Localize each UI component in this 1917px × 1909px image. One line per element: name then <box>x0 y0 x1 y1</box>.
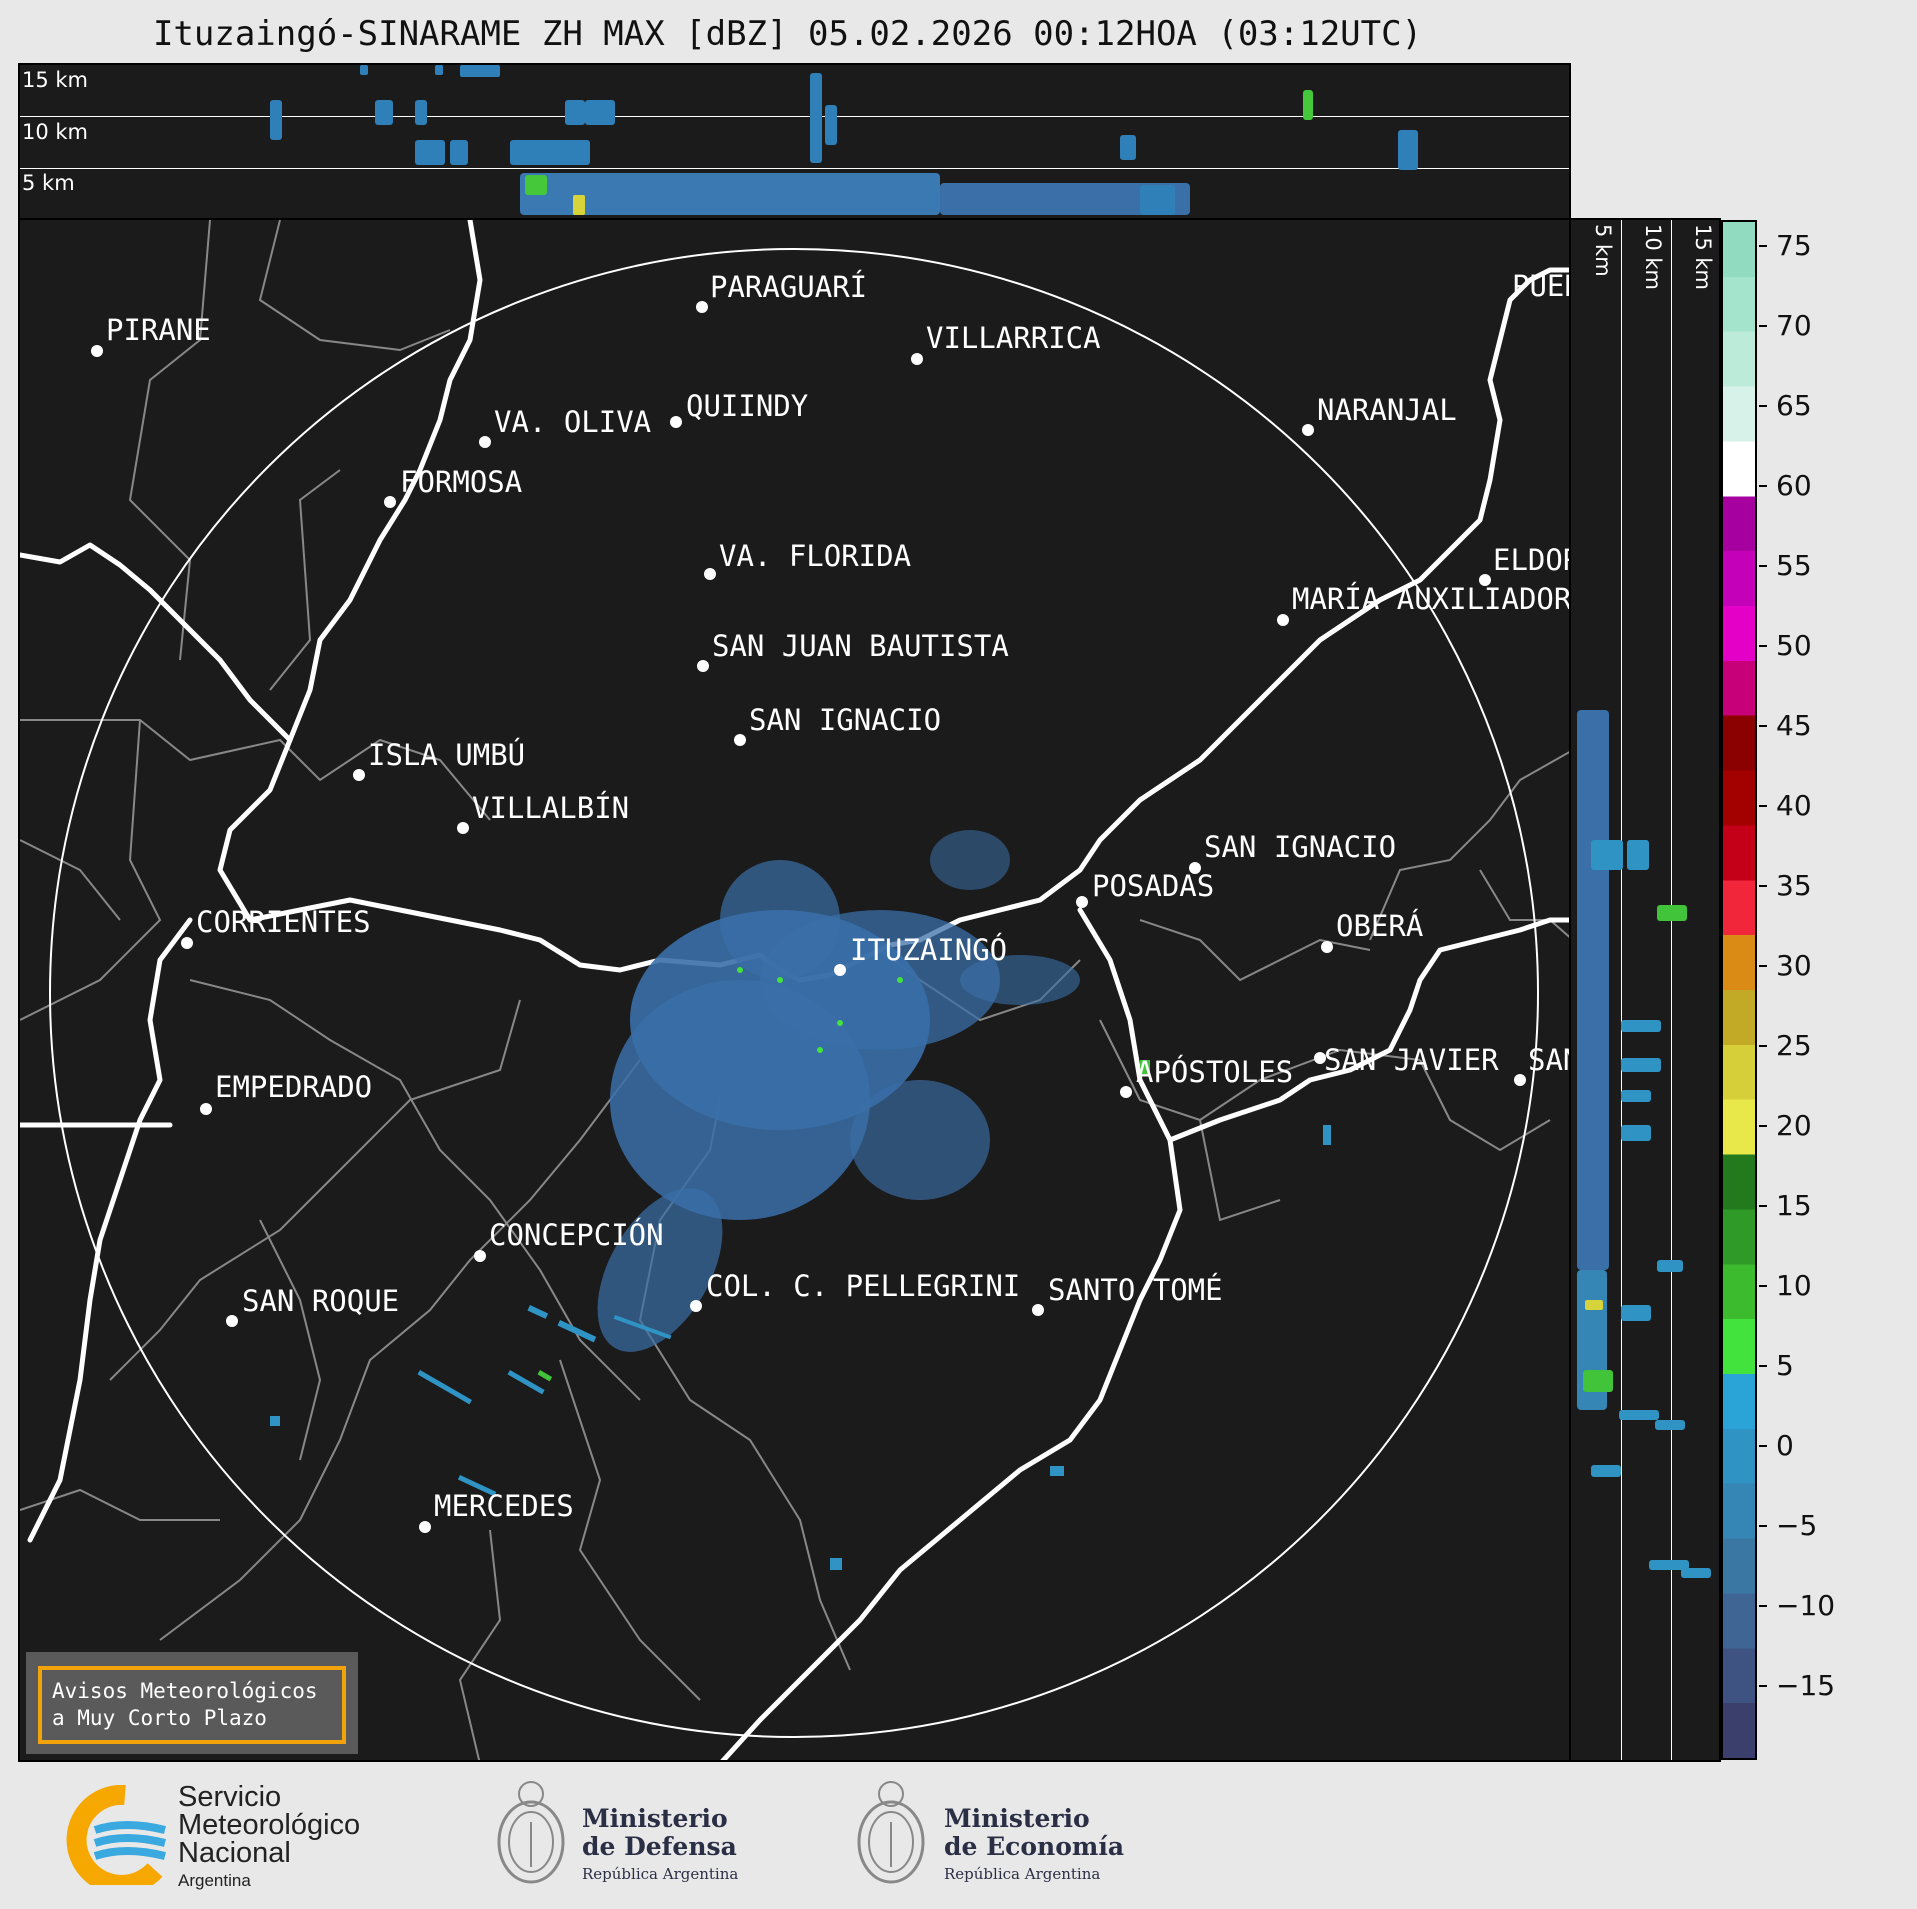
city-label: APÓSTOLES <box>1136 1055 1293 1089</box>
page-title: Ituzaingó-SINARAME ZH MAX [dBZ] 05.02.20… <box>152 14 1423 54</box>
colorbar-tick-label: −10 <box>1776 1589 1836 1622</box>
economia-seal-icon <box>857 1781 925 1884</box>
colorbar-tick-label: 35 <box>1776 869 1812 902</box>
altitude-label-15km: 15 km <box>22 68 89 92</box>
city-label: ITUZAINGÓ <box>850 933 1007 967</box>
colorbar-tick <box>1759 1685 1767 1687</box>
city-label: MARÍA AUXILIADOR <box>1292 582 1571 616</box>
city-label: SAN IGNACIO <box>749 703 941 737</box>
economia-logo-text: Ministerio de Economía República Argenti… <box>944 1804 1125 1884</box>
colorbar-tick-label: −15 <box>1776 1669 1836 1702</box>
warning-box-label: Avisos Meteorológicos a Muy Corto Plazo <box>38 1666 346 1744</box>
side-cross-section-panel: 5 km 10 km 15 km <box>1569 218 1721 1762</box>
city-label: NARANJAL <box>1317 393 1457 427</box>
city-labels: PIRANE PARAGUARÍ VILLARRICA VA. OLIVA QU… <box>106 269 1571 1523</box>
altitude-label-5km: 5 km <box>22 171 75 195</box>
radar-map: PIRANE PARAGUARÍ VILLARRICA VA. OLIVA QU… <box>20 220 1571 1760</box>
colorbar-tick <box>1759 805 1767 807</box>
colorbar-tick-label: −5 <box>1776 1509 1818 1542</box>
colorbar-tick-label: 45 <box>1776 709 1812 742</box>
colorbar-tick <box>1759 1525 1767 1527</box>
city-label: SAN <box>1528 1043 1571 1077</box>
colorbar-tick-label: 50 <box>1776 629 1812 662</box>
city-label: SAN JAVIER <box>1324 1043 1499 1077</box>
colorbar-tick <box>1759 965 1767 967</box>
reflectivity-colorbar <box>1721 220 1757 1760</box>
city-label: SAN JUAN BAUTISTA <box>712 629 1009 663</box>
defensa-seal-icon <box>497 1781 565 1884</box>
colorbar-tick-label: 15 <box>1776 1189 1812 1222</box>
altitude-line-10km <box>20 116 1569 117</box>
colorbar-tick-label: 10 <box>1776 1269 1812 1302</box>
altitude-line-5km-vertical <box>1621 220 1622 1760</box>
city-label: VA. FLORIDA <box>719 539 911 573</box>
warning-box[interactable]: Avisos Meteorológicos a Muy Corto Plazo <box>26 1652 358 1754</box>
altitude-line-10km-vertical <box>1671 220 1672 1760</box>
colorbar-tick <box>1759 645 1767 647</box>
city-label: OBERÁ <box>1336 909 1423 943</box>
colorbar-tick <box>1759 245 1767 247</box>
city-label: COL. C. PELLEGRINI <box>706 1269 1020 1303</box>
colorbar-tick <box>1759 405 1767 407</box>
colorbar-tick <box>1759 1205 1767 1207</box>
city-label: VA. OLIVA <box>494 405 651 439</box>
radar-echoes <box>270 830 1331 1570</box>
colorbar-tick-label: 55 <box>1776 549 1812 582</box>
colorbar-tick <box>1759 1125 1767 1127</box>
city-label: FORMOSA <box>400 465 522 499</box>
city-label: SANTO TOMÉ <box>1048 1273 1223 1307</box>
city-label: PUER <box>1512 269 1571 303</box>
city-label: SAN ROQUE <box>242 1284 399 1318</box>
altitude-label-10km: 10 km <box>22 120 89 144</box>
smn-logo-icon <box>66 1785 166 1885</box>
colorbar-tick <box>1759 885 1767 887</box>
colorbar-tick-label: 5 <box>1776 1349 1794 1382</box>
city-label: VILLARRICA <box>926 321 1101 355</box>
colorbar-tick <box>1759 1045 1767 1047</box>
city-label: CORRIENTES <box>196 905 371 939</box>
colorbar-tick <box>1759 565 1767 567</box>
colorbar-tick-label: 40 <box>1776 789 1812 822</box>
colorbar-tick-label: 0 <box>1776 1429 1794 1462</box>
city-label: MERCEDES <box>434 1489 574 1523</box>
colorbar-tick <box>1759 725 1767 727</box>
colorbar-tick-label: 60 <box>1776 469 1812 502</box>
city-label: PIRANE <box>106 313 211 347</box>
city-label: ISLA UMBÚ <box>368 738 525 772</box>
city-label: PARAGUARÍ <box>710 270 867 304</box>
province-borders <box>20 220 1569 1760</box>
colorbar-tick-label: 20 <box>1776 1109 1812 1142</box>
city-markers <box>91 301 1526 1533</box>
colorbar-tick-label: 65 <box>1776 389 1812 422</box>
radar-range-ring <box>49 248 1539 1738</box>
colorbar-tick-label: 75 <box>1776 229 1812 262</box>
city-label: ELDOR <box>1493 543 1571 577</box>
colorbar-tick <box>1759 1285 1767 1287</box>
colorbar-tick <box>1759 325 1767 327</box>
defensa-logo-text: Ministerio de Defensa República Argentin… <box>582 1804 739 1884</box>
colorbar-tick-label: 70 <box>1776 309 1812 342</box>
top-echo-profile <box>270 65 1418 215</box>
altitude-line-5km <box>20 168 1569 169</box>
top-cross-section-panel: 15 km 10 km 5 km <box>18 63 1571 220</box>
city-label: EMPEDRADO <box>215 1070 372 1104</box>
radar-map-panel: PIRANE PARAGUARÍ VILLARRICA VA. OLIVA QU… <box>18 218 1571 1762</box>
colorbar-tick <box>1759 1365 1767 1367</box>
city-label: POSADAS <box>1092 869 1214 903</box>
city-label: QUIINDY <box>686 389 808 423</box>
city-label: CONCEPCIÓN <box>489 1218 664 1252</box>
river-borders <box>20 220 1569 1760</box>
colorbar-tick <box>1759 1605 1767 1607</box>
city-label: VILLALBÍN <box>472 791 629 825</box>
colorbar-tick <box>1759 1445 1767 1447</box>
colorbar-tick-label: 25 <box>1776 1029 1812 1062</box>
side-echo-profile <box>1577 710 1711 1578</box>
colorbar-tick <box>1759 485 1767 487</box>
city-label: SAN IGNACIO <box>1204 830 1396 864</box>
colorbar-tick-label: 30 <box>1776 949 1812 982</box>
smn-logo-text: Servicio Meteorológico Nacional Argentin… <box>178 1781 361 1891</box>
